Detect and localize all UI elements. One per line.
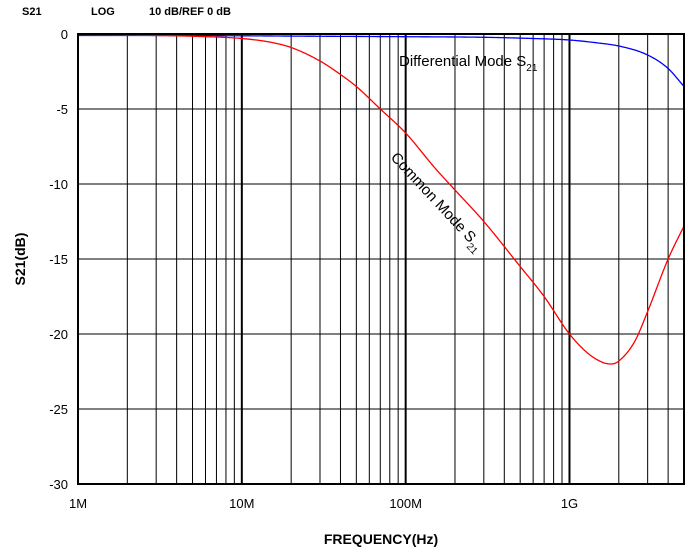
plot-frame xyxy=(77,33,685,485)
x-tick-label: 10M xyxy=(229,496,254,511)
differential-mode-annotation-sub: 21 xyxy=(526,63,538,74)
common-mode-curve xyxy=(77,34,685,365)
y-tick-label: -10 xyxy=(49,177,68,192)
y-tick-labels: 0 -5 -10 -15 -20 -25 -30 xyxy=(49,27,68,492)
x-tick-label: 1M xyxy=(69,496,87,511)
header-param: S21 xyxy=(22,6,42,18)
differential-mode-curve xyxy=(78,34,685,87)
y-tick-label: -25 xyxy=(49,402,68,417)
grid xyxy=(78,34,684,484)
y-tick-label: -30 xyxy=(49,477,68,492)
differential-mode-annotation: Differential Mode S21 xyxy=(399,53,538,74)
x-tick-labels: 1M 10M 100M 1G xyxy=(69,496,578,511)
y-tick-label: -15 xyxy=(49,252,68,267)
y-axis-label: S21(dB) xyxy=(12,233,28,286)
x-axis-label: FREQUENCY(Hz) xyxy=(324,531,438,547)
differential-mode-annotation-base: Differential Mode S xyxy=(399,53,526,70)
y-tick-label: -20 xyxy=(49,327,68,342)
x-tick-label: 1G xyxy=(561,496,578,511)
common-mode-annotation: Common Mode S21 xyxy=(384,149,487,257)
header-scale-ref: 10 dB/REF 0 dB xyxy=(149,6,231,18)
curves xyxy=(77,34,685,365)
y-tick-label: 0 xyxy=(61,27,68,42)
common-mode-annotation-base: Common Mode S xyxy=(387,149,479,246)
header-format: LOG xyxy=(91,6,115,18)
x-tick-label: 100M xyxy=(389,496,422,511)
y-tick-label: -5 xyxy=(56,102,68,117)
